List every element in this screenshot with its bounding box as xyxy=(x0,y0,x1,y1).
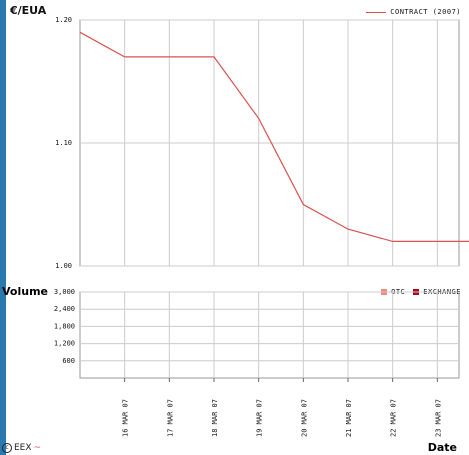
price-y-tick-label: 1.20 xyxy=(55,16,72,24)
x-tick-label: 18 MAR 07 xyxy=(211,399,219,437)
price-legend-label: CONTRACT (2007) xyxy=(390,8,461,16)
volume-y-tick-label: 600 xyxy=(62,357,75,365)
logo-text: EEX xyxy=(14,443,32,453)
price-legend[interactable]: CONTRACT (2007) xyxy=(366,8,461,16)
x-tick-label: 17 MAR 07 xyxy=(166,399,174,437)
x-tick-label: 23 MAR 07 xyxy=(434,399,442,437)
volume-y-tick-label: 3,000 xyxy=(54,288,75,296)
eex-logo: c EEX ~ xyxy=(2,443,41,453)
x-tick-label: 19 MAR 07 xyxy=(256,399,264,437)
volume-plot-frame xyxy=(79,291,460,379)
logo-pulse-icon: ~ xyxy=(33,443,42,453)
x-tick-label: 22 MAR 07 xyxy=(390,399,398,437)
x-tick-label: 21 MAR 07 xyxy=(345,399,353,437)
date-axis-title: Date xyxy=(427,441,457,454)
volume-y-tick-label: 1,800 xyxy=(54,322,75,330)
price-legend-swatch xyxy=(366,11,387,13)
volume-axis-title: Volume xyxy=(2,285,48,298)
price-y-tick-label: 1.00 xyxy=(55,262,72,270)
price-y-tick-label: 1.10 xyxy=(55,139,72,147)
x-tick-label: 20 MAR 07 xyxy=(300,399,308,437)
price-series-line xyxy=(79,31,469,242)
x-tick-label: 16 MAR 07 xyxy=(122,399,130,437)
volume-y-tick-label: 1,200 xyxy=(54,340,75,348)
logo-circle-icon: c xyxy=(2,443,12,453)
price-axis-unit: €/EUA xyxy=(10,4,47,17)
left-accent-bar xyxy=(0,0,6,455)
volume-y-tick-label: 2,400 xyxy=(54,305,75,313)
